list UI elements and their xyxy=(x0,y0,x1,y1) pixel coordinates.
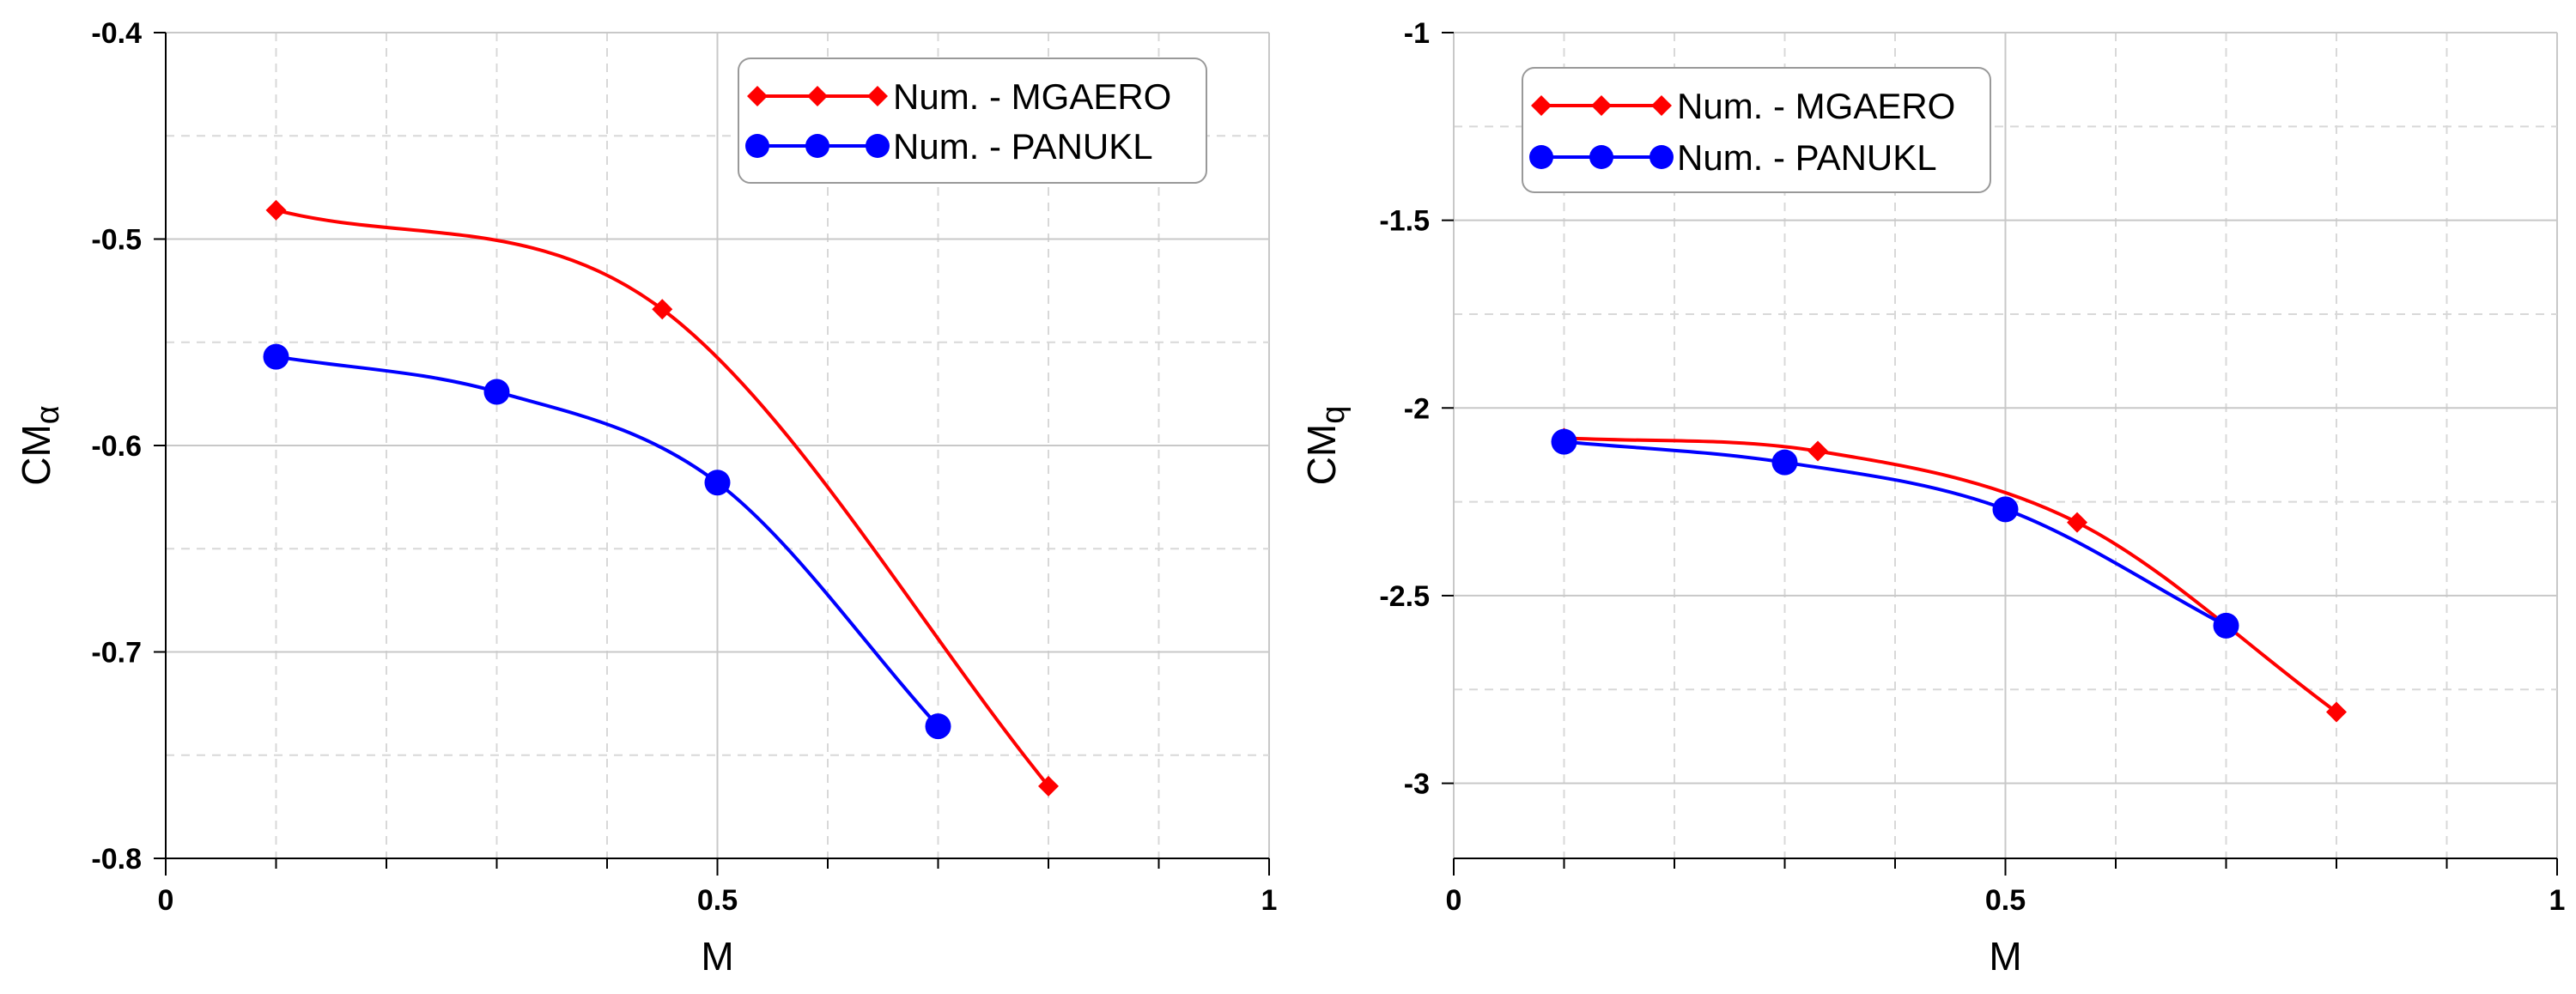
series-group xyxy=(1551,427,2347,723)
legend-marker-panukl xyxy=(745,134,769,158)
y-tick-label: -0.8 xyxy=(91,843,142,876)
x-tick-label: 1 xyxy=(2549,884,2566,917)
y-axis-title-main: CM xyxy=(14,424,58,486)
axes: 0 0.5 1 -1 -1.5 -2 -2.5 -3 M CMq xyxy=(1299,17,2565,979)
data-point-panukl xyxy=(704,470,731,496)
series-mgaero xyxy=(265,199,1059,797)
y-axis-title-main: CM xyxy=(1299,424,1344,486)
data-point-mgaero xyxy=(1038,775,1059,797)
legend-label-mgaero: Num. - MGAERO xyxy=(893,76,1171,117)
x-tick-label: 0.5 xyxy=(1985,884,2026,917)
data-point-panukl xyxy=(1551,428,1577,455)
legend: Num. - MGAERO Num. - PANUKL xyxy=(1522,67,1991,193)
legend-box xyxy=(738,58,1207,184)
data-point-panukl xyxy=(483,379,510,405)
data-point-panukl xyxy=(2213,612,2239,639)
data-point-panukl xyxy=(925,713,951,740)
legend-marker-mgaero xyxy=(1531,95,1552,116)
chart-1: 0 0.5 1 -0.4 -0.5 -0.6 -0.7 -0.8 M CMα Num. - MGAE… xyxy=(14,17,1277,979)
legend-marker-mgaero xyxy=(807,86,828,106)
y-tick-label: -1.5 xyxy=(1379,205,1430,238)
series-panukl xyxy=(1551,428,2239,639)
legend-marker-mgaero xyxy=(867,86,888,106)
data-point-mgaero xyxy=(652,299,673,320)
x-tick-label: 0 xyxy=(158,884,174,917)
x-tick-label: 1 xyxy=(1261,884,1278,917)
data-point-mgaero xyxy=(1807,440,1829,462)
legend-label-panukl: Num. - PANUKL xyxy=(893,126,1153,167)
data-point-mgaero xyxy=(265,199,287,221)
y-tick-label: -3 xyxy=(1404,768,1430,801)
legend: Num. - MGAERO Num. - PANUKL xyxy=(738,58,1207,184)
y-tick-label: -2 xyxy=(1404,392,1430,425)
series-line-panukl xyxy=(276,355,939,728)
y-tick-label: -0.6 xyxy=(91,430,142,463)
series-panukl xyxy=(263,343,951,740)
y-tick-label: -1 xyxy=(1404,17,1430,50)
series-line-mgaero xyxy=(276,208,1050,788)
legend-marker-panukl xyxy=(805,134,829,158)
legend-box xyxy=(1522,67,1991,193)
series-line-mgaero xyxy=(1564,436,2338,714)
series-group xyxy=(263,199,1059,797)
legend-marker-panukl xyxy=(1649,145,1674,169)
y-axis-title-subscript: q xyxy=(1315,406,1352,424)
x-axis-title: M xyxy=(1989,934,2021,979)
legend-marker-mgaero xyxy=(1651,95,1672,116)
series-mgaero xyxy=(1553,427,2347,723)
y-axis-title: CMα xyxy=(14,405,66,486)
x-tick-label: 0 xyxy=(1446,884,1462,917)
y-tick-label: -0.5 xyxy=(91,224,142,257)
legend-marker-panukl xyxy=(1529,145,1553,169)
x-axis-title: M xyxy=(701,934,733,979)
y-axis-title: CMq xyxy=(1299,406,1352,486)
legend-marker-mgaero xyxy=(747,86,768,106)
data-point-panukl xyxy=(263,343,289,370)
legend-marker-panukl xyxy=(866,134,890,158)
series-line-panukl xyxy=(1564,439,2227,627)
legend-label-panukl: Num. - PANUKL xyxy=(1677,137,1937,178)
legend-label-mgaero: Num. - MGAERO xyxy=(1677,86,1955,126)
data-point-panukl xyxy=(1992,496,2019,523)
y-tick-label: -2.5 xyxy=(1379,580,1430,613)
legend-marker-panukl xyxy=(1589,145,1613,169)
data-point-mgaero xyxy=(2067,512,2088,533)
y-tick-label: -0.4 xyxy=(91,17,142,50)
y-axis-title-subscript: α xyxy=(30,405,66,424)
axes: 0 0.5 1 -0.4 -0.5 -0.6 -0.7 -0.8 M CMα xyxy=(14,17,1277,979)
data-point-panukl xyxy=(1771,449,1798,476)
legend-marker-mgaero xyxy=(1591,95,1612,116)
x-tick-label: 0.5 xyxy=(697,884,738,917)
data-point-mgaero xyxy=(2326,701,2347,723)
y-tick-label: -0.7 xyxy=(91,637,142,670)
